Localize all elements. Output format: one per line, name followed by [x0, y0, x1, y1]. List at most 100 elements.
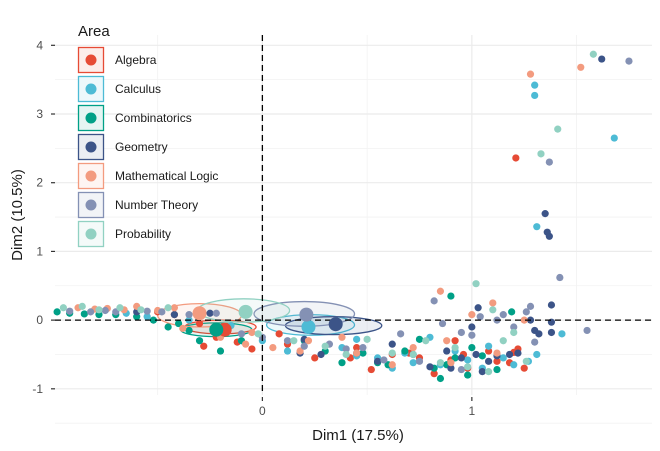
point-algebra	[275, 330, 283, 338]
point-mathematical-logic	[436, 287, 445, 295]
point-probability	[472, 280, 480, 288]
point-number-theory	[499, 311, 507, 319]
point-probability	[95, 306, 103, 314]
point-geometry	[317, 350, 325, 359]
point-combinatorics	[451, 354, 459, 362]
point-combinatorics	[493, 365, 501, 374]
point-algebra	[367, 365, 375, 374]
point-probability	[409, 350, 417, 359]
point-probability	[342, 350, 350, 359]
point-probability	[164, 304, 172, 312]
x-axis-title: Dim1 (17.5%)	[312, 427, 404, 444]
point-calculus	[283, 347, 292, 355]
point-combinatorics	[195, 337, 204, 345]
point-mathematical-logic	[388, 361, 396, 369]
legend-item-probability: Probability	[77, 220, 171, 248]
point-probability	[388, 349, 396, 357]
point-geometry	[514, 349, 522, 357]
point-mathematical-logic	[443, 337, 451, 345]
legend-item-geometry: Geometry	[77, 133, 168, 161]
point-probability	[537, 150, 545, 158]
point-geometry	[447, 364, 455, 372]
centroid-calculus	[301, 319, 316, 334]
legend-label: Geometry	[115, 140, 168, 154]
point-number-theory	[66, 307, 74, 315]
point-mathematical-logic	[170, 304, 178, 312]
legend: Area Algebra Calculus Combinatorics Geometr…	[77, 23, 218, 248]
point-geometry	[505, 350, 514, 359]
point-probability	[254, 330, 262, 338]
legend-key-marker	[85, 83, 97, 95]
point-mathematical-logic	[242, 340, 250, 348]
point-combinatorics	[468, 343, 476, 352]
point-probability	[116, 304, 124, 312]
point-mathematical-logic	[179, 324, 187, 332]
point-combinatorics	[174, 319, 183, 328]
point-combinatorics	[359, 349, 367, 357]
point-probability	[589, 50, 597, 58]
point-algebra	[520, 364, 528, 372]
point-geometry	[170, 311, 178, 319]
point-mathematical-logic	[468, 311, 476, 319]
point-number-theory	[87, 308, 95, 316]
point-geometry	[545, 232, 553, 240]
point-probability	[522, 357, 530, 365]
point-geometry	[373, 357, 382, 365]
legend-label: Probability	[115, 227, 171, 241]
point-number-theory	[583, 326, 591, 335]
point-geometry	[547, 301, 556, 309]
point-geometry	[443, 347, 451, 355]
point-mathematical-logic	[493, 349, 501, 357]
centroid-probability	[238, 304, 253, 319]
point-number-theory	[457, 328, 465, 337]
point-probability	[422, 337, 430, 345]
point-combinatorics	[508, 308, 516, 316]
point-number-theory	[510, 323, 518, 331]
point-number-theory	[101, 306, 109, 315]
point-probability	[137, 306, 145, 314]
point-number-theory	[438, 319, 447, 328]
point-mathematical-logic	[338, 333, 346, 341]
point-algebra	[430, 370, 438, 378]
point-probability	[436, 359, 445, 367]
point-geometry	[426, 363, 434, 371]
point-calculus	[485, 342, 493, 350]
point-calculus	[499, 354, 507, 362]
point-geometry	[541, 210, 549, 218]
point-calculus	[533, 350, 541, 359]
legend-key-marker	[85, 141, 97, 153]
x-tick-label: 1	[469, 404, 476, 418]
group-centroids	[192, 304, 343, 337]
point-combinatorics	[185, 326, 193, 335]
point-mathematical-logic	[409, 343, 417, 352]
point-geometry	[457, 354, 465, 362]
point-geometry	[485, 357, 493, 365]
data-points	[53, 50, 633, 383]
point-combinatorics	[338, 359, 346, 367]
point-number-theory	[468, 331, 476, 339]
point-calculus	[409, 359, 417, 367]
point-geometry	[206, 309, 214, 317]
legend-label: Mathematical Logic	[115, 169, 218, 183]
point-number-theory	[476, 313, 484, 321]
point-probability	[451, 343, 459, 352]
point-algebra	[195, 319, 204, 328]
point-algebra	[311, 354, 319, 362]
point-number-theory	[300, 342, 308, 350]
point-number-theory	[430, 297, 438, 305]
legend-item-algebra: Algebra	[77, 46, 157, 74]
legend-item-combinatorics: Combinatorics	[77, 104, 192, 132]
y-tick-label: 1	[36, 244, 43, 258]
point-probability	[321, 342, 329, 350]
point-number-theory	[625, 57, 633, 65]
legend-label: Combinatorics	[115, 111, 192, 125]
point-geometry	[478, 368, 486, 376]
point-combinatorics	[464, 371, 472, 379]
point-geometry	[474, 304, 482, 312]
point-probability	[78, 302, 86, 310]
point-number-theory	[185, 311, 193, 319]
point-number-theory	[359, 343, 367, 352]
axes: 0 1 -1 0 1 2 3 4	[32, 38, 475, 418]
point-number-theory	[397, 330, 405, 338]
